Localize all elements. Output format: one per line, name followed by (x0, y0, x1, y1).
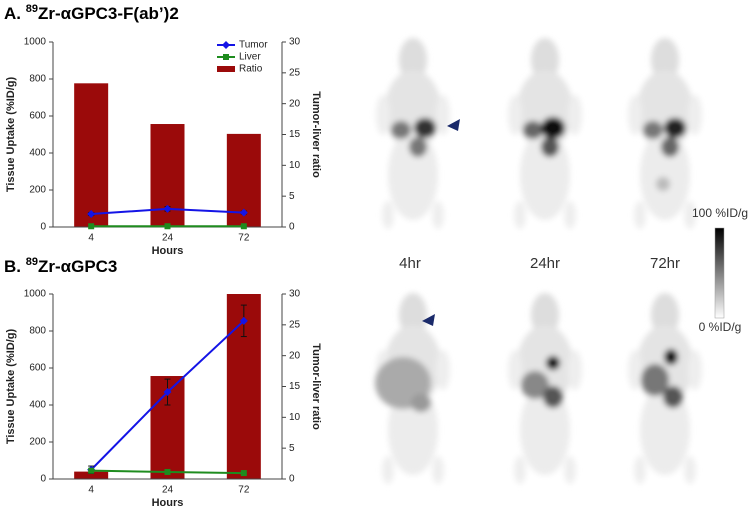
y2-tick-label: 15 (289, 129, 301, 140)
y2-tick-label: 15 (289, 381, 301, 392)
marker (163, 204, 172, 213)
marker (240, 223, 247, 230)
y-tick-label: 1000 (24, 37, 47, 48)
marker (240, 470, 247, 477)
x-tick-label: 72 (238, 485, 250, 496)
y2-tick-label: 30 (289, 37, 301, 48)
x-tick-label: 72 (238, 233, 250, 244)
y2-tick-label: 25 (289, 319, 301, 330)
y2-tick-label: 10 (289, 160, 301, 171)
y-tick-label: 800 (29, 326, 46, 337)
chart-title: B. 89Zr-αGPC3 (4, 256, 117, 277)
y2-axis-label: Tumor-liver ratio (310, 343, 322, 430)
marker (239, 316, 248, 325)
title-part: 89 (26, 256, 38, 268)
colorbar (714, 227, 725, 319)
y-tick-label: 1000 (24, 289, 47, 300)
marker (239, 208, 248, 217)
legend-label: Tumor (239, 40, 268, 51)
title-part: 89 (26, 3, 38, 15)
time-label: 4hr (399, 255, 421, 272)
arrowhead (422, 314, 435, 326)
y2-tick-label: 10 (289, 412, 301, 423)
marker (164, 223, 171, 230)
y-tick-label: 600 (29, 363, 46, 374)
y2-tick-label: 0 (289, 474, 295, 485)
y2-tick-label: 20 (289, 98, 301, 109)
y-tick-label: 0 (40, 222, 46, 233)
title-part: Zr-αGPC3 (38, 257, 117, 276)
x-tick-label: 4 (88, 485, 94, 496)
legend-label: Liver (239, 52, 261, 63)
marker (164, 468, 171, 475)
y2-tick-label: 5 (289, 191, 295, 202)
x-tick-label: 24 (162, 233, 174, 244)
y2-tick-label: 0 (289, 222, 295, 233)
time-label: 72hr (650, 255, 680, 272)
y-tick-label: 200 (29, 185, 46, 196)
y2-tick-label: 20 (289, 350, 301, 361)
y2-axis-label: Tumor-liver ratio (310, 91, 322, 178)
marker (88, 467, 95, 474)
y-tick-label: 800 (29, 74, 46, 85)
y2-tick-label: 25 (289, 67, 301, 78)
marker (222, 41, 230, 49)
x-axis-label: Hours (152, 497, 184, 509)
colorbar-min: 0 %ID/g (699, 320, 742, 334)
time-label: 24hr (530, 255, 560, 272)
x-axis-label: Hours (152, 245, 184, 257)
y-axis-label: Tissue Uptake (%ID/g) (5, 77, 17, 193)
x-tick-label: 4 (88, 233, 94, 244)
y-tick-label: 600 (29, 111, 46, 122)
arrowhead (447, 119, 460, 131)
y-tick-label: 0 (40, 474, 46, 485)
y-tick-label: 400 (29, 400, 46, 411)
title-part: B. (4, 257, 26, 276)
bar (74, 83, 109, 227)
y2-tick-label: 5 (289, 443, 295, 454)
legend-swatch (217, 66, 235, 72)
y-tick-label: 400 (29, 148, 46, 159)
y2-tick-label: 30 (289, 289, 301, 300)
bar (74, 471, 109, 479)
pet-images (375, 38, 702, 484)
marker (223, 54, 229, 60)
y-tick-label: 200 (29, 437, 46, 448)
title-part: Zr-αGPC3-F(ab’)2 (38, 4, 179, 23)
y-axis-label: Tissue Uptake (%ID/g) (5, 329, 17, 445)
marker (87, 210, 96, 219)
x-tick-label: 24 (162, 485, 174, 496)
chart-title: A. 89Zr-αGPC3-F(ab’)2 (4, 3, 179, 24)
marker (88, 223, 95, 230)
colorbar-max: 100 %ID/g (692, 206, 748, 220)
title-part: A. (4, 4, 26, 23)
marker (163, 388, 172, 397)
legend-label: Ratio (239, 64, 263, 75)
